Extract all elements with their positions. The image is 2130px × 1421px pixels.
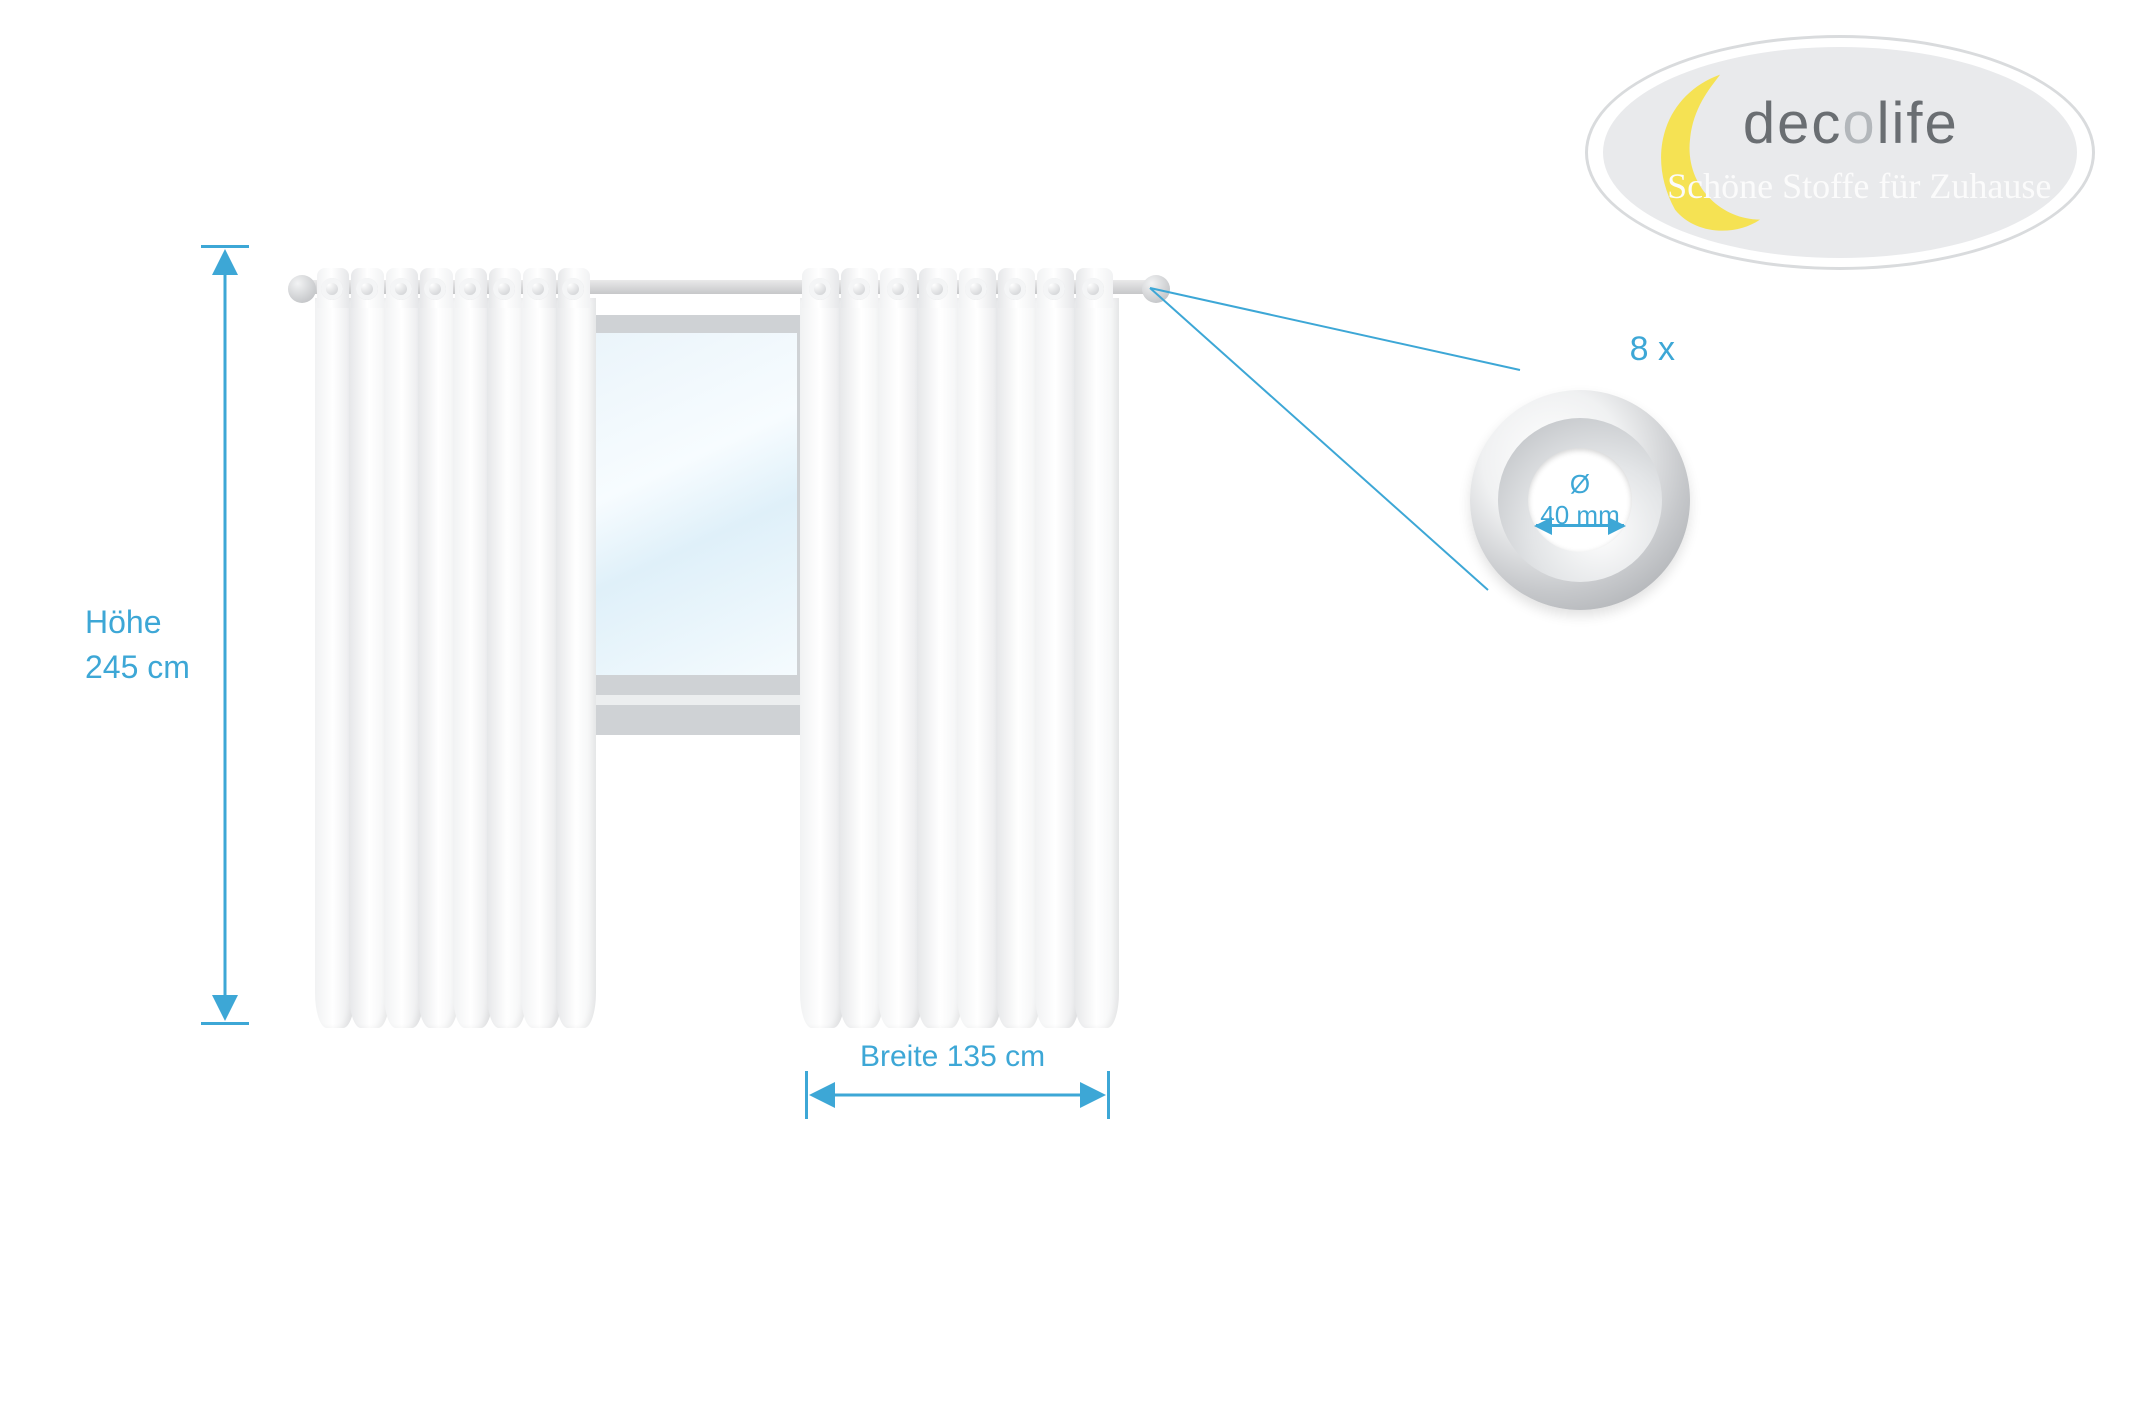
brand-post: life (1877, 91, 1959, 156)
height-dimension-label: Höhe 245 cm (85, 600, 190, 690)
brand-pre: dec (1743, 91, 1843, 156)
dim-cap (805, 1071, 808, 1119)
curtain-eyelet (493, 278, 515, 300)
curtain-eyelet (356, 278, 378, 300)
height-value: 245 cm (85, 645, 190, 690)
curtain-panel-right (800, 268, 1113, 1028)
height-dimension-arrow (215, 245, 235, 1025)
curtain-eyelet (809, 278, 831, 300)
curtain-pleat (957, 298, 1002, 1028)
rod-finial (288, 275, 316, 303)
window-glass (578, 333, 797, 675)
curtain-pleat (556, 298, 596, 1028)
curtain-pleat (996, 298, 1041, 1028)
curtain-eyelet (926, 278, 948, 300)
diagram-stage: decolife Schöne Stoffe für Zuhause Höhe … (0, 0, 2130, 1421)
curtain-eyelet (965, 278, 987, 300)
curtain-pleat (917, 298, 962, 1028)
curtain-eyelet (459, 278, 481, 300)
eyelet-diameter-arrow (1536, 524, 1624, 527)
curtain-panel-left (315, 268, 590, 1028)
arrowhead-down-icon (212, 995, 238, 1021)
dim-cap (1107, 1071, 1110, 1119)
dim-shaft (224, 261, 227, 1009)
diameter-symbol: Ø (1540, 469, 1619, 500)
curtain-eyelet (390, 278, 412, 300)
rod-finial (1142, 275, 1170, 303)
dim-shaft (821, 1094, 1094, 1097)
eyelet-detail: Ø 40 mm (1470, 390, 1690, 610)
window-sill (572, 695, 803, 717)
eyelet-count-label: 8 x (1630, 330, 1675, 369)
window-frame (560, 315, 815, 735)
brand-tagline: Schöne Stoffe für Zuhause (1667, 165, 2051, 207)
dim-cap (201, 245, 249, 248)
curtain-eyelet (887, 278, 909, 300)
dim-cap (201, 1022, 249, 1025)
arrowhead-right-icon (1080, 1082, 1106, 1108)
curtain-pleat (1074, 298, 1119, 1028)
width-dimension-arrow (805, 1085, 1110, 1105)
width-dimension-label: Breite 135 cm (860, 1040, 1045, 1074)
brand-wordmark: decolife (1743, 90, 1959, 157)
curtain-eyelet (562, 278, 584, 300)
curtain-eyelet (848, 278, 870, 300)
brand-logo: decolife Schöne Stoffe für Zuhause (1585, 35, 2095, 270)
height-word: Höhe (85, 600, 190, 645)
brand-o: o (1842, 91, 1876, 156)
